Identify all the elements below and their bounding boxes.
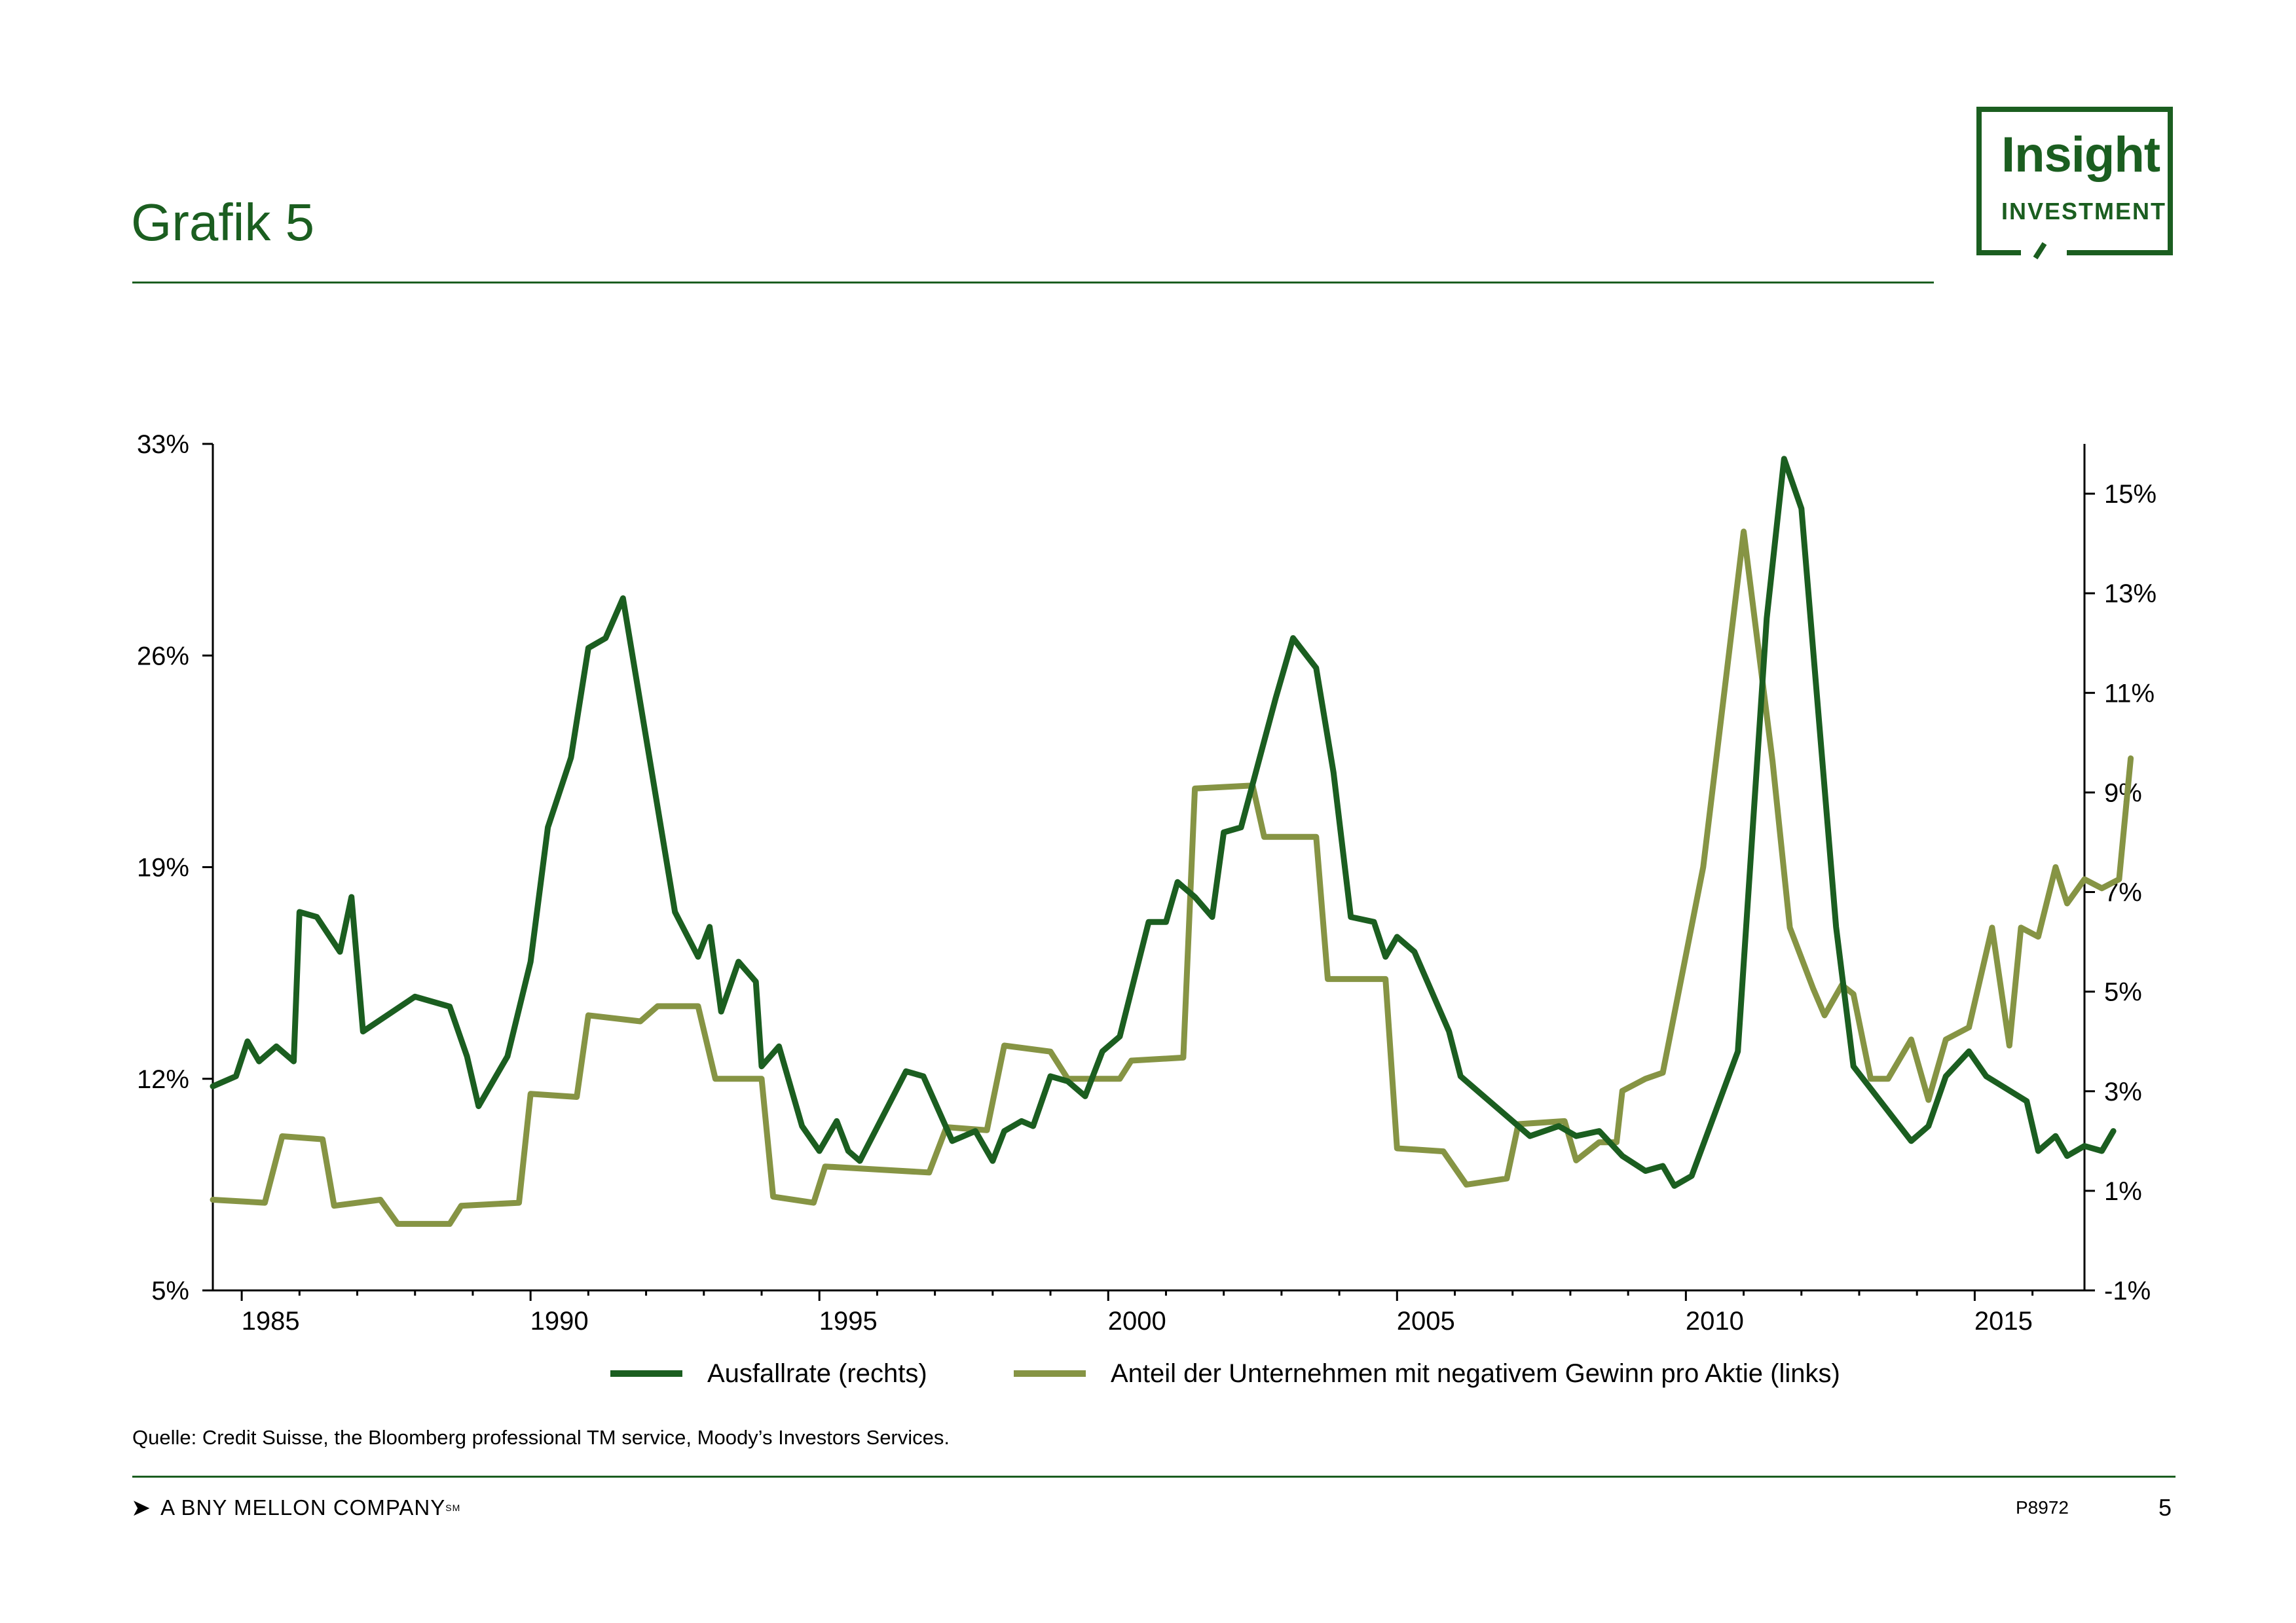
company-name: A BNY MELLON COMPANY [160,1495,446,1520]
left-tick-label: 26% [137,642,189,670]
left-tick-label: 5% [151,1277,189,1305]
right-axis-ticks: 15%13%11%9%7%5%3%1%-1% [2084,480,2157,1305]
right-tick-label: -1% [2104,1277,2151,1305]
right-tick-label: 11% [2104,679,2155,708]
right-tick-label: 5% [2104,978,2142,1007]
x-tick-label: 1985 [242,1307,300,1336]
logo-word: Insight [2001,127,2160,183]
left-tick-label: 12% [137,1065,189,1094]
left-tick-label: 33% [137,430,189,459]
x-tick-label: 2000 [1108,1307,1166,1336]
series-line-ausfallrate [210,456,2117,1189]
source-note: Quelle: Credit Suisse, the Bloomberg pro… [132,1426,950,1449]
service-mark: SM [445,1503,461,1513]
x-tick-label: 2015 [1974,1307,2033,1336]
x-tick-label: 1995 [819,1307,878,1336]
title-divider [132,282,1934,283]
x-tick-label: 2005 [1397,1307,1455,1336]
x-axis-ticks: 1985 1990 1995 2000 2005 2010 2015 [240,1290,2034,1336]
right-tick-label: 13% [2104,579,2157,608]
document-code: P8972 [2016,1497,2069,1518]
legend-label-negative-eps: Anteil der Unternehmen mit negativem Gew… [1111,1359,1840,1388]
page-number: 5 [2158,1494,2172,1521]
legend-swatch-negative-eps [1014,1370,1086,1377]
series-layer [210,456,2134,1227]
insight-investment-logo: Insight INVESTMENT [1976,107,2173,259]
legend-label-ausfallrate: Ausfallrate (rechts) [707,1359,927,1388]
series-line-negative-eps [210,528,2134,1227]
right-tick-label: 15% [2104,480,2157,509]
legend-swatch-ausfallrate [610,1370,682,1377]
right-tick-label: 9% [2104,778,2142,807]
left-tick-label: 19% [137,854,189,883]
x-tick-label: 2010 [1686,1307,1744,1336]
arrow-icon: ➤ [131,1494,152,1521]
right-tick-label: 3% [2104,1078,2142,1106]
company-tagline: ➤ A BNY MELLON COMPANY SM [131,1494,460,1522]
footer-divider [132,1476,2176,1478]
left-axis-ticks: 33% 26% 19% 12% 5% [137,430,213,1305]
legend-item-negative-eps: Anteil der Unternehmen mit negativem Gew… [1014,1360,1840,1387]
logo-tick-icon [2021,242,2067,259]
page-title: Grafik 5 [131,193,315,251]
logo-subtitle: INVESTMENT [2001,198,2167,225]
x-tick-label: 1990 [530,1307,589,1336]
right-tick-label: 1% [2104,1177,2142,1206]
legend-item-ausfallrate: Ausfallrate (rechts) [610,1360,927,1387]
